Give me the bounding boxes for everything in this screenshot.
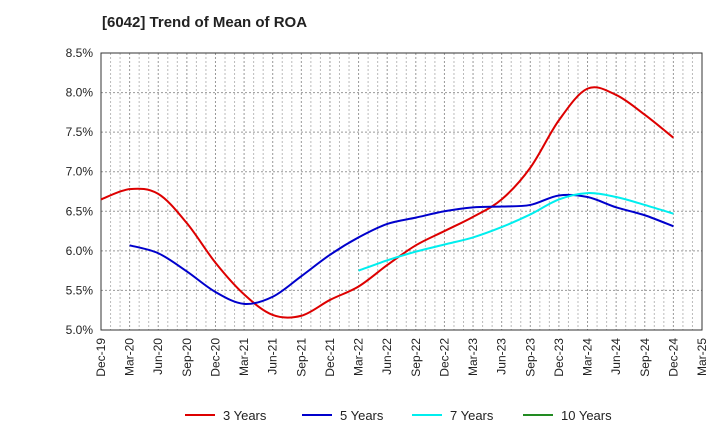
y-tick-label: 5.0% [66, 323, 94, 337]
x-tick-label: Jun-24 [609, 338, 623, 375]
x-tick-label: Dec-21 [323, 338, 337, 377]
chart-title: [6042] Trend of Mean of ROA [102, 14, 308, 31]
x-tick-label: Sep-24 [638, 338, 652, 377]
y-tick-label: 6.0% [66, 244, 94, 258]
x-tick-label: Jun-20 [151, 338, 165, 375]
x-tick-label: Dec-19 [94, 338, 108, 377]
legend-label: 7 Years [450, 408, 494, 423]
legend-label: 10 Years [561, 408, 612, 423]
x-tick-label: Mar-23 [466, 338, 480, 376]
plot-frame [100, 52, 703, 331]
series-line-5-years [129, 193, 674, 305]
y-tick-label: 7.5% [66, 125, 94, 139]
x-tick-label: Mar-20 [123, 338, 137, 376]
x-tick-label: Sep-23 [523, 338, 537, 377]
y-tick-label: 5.5% [66, 283, 94, 297]
x-tick-label: Dec-20 [208, 338, 222, 377]
grid-lines [101, 53, 702, 330]
x-tick-label: Dec-22 [437, 338, 451, 377]
x-tick-label: Sep-21 [294, 338, 308, 377]
x-tick-label: Mar-24 [581, 338, 595, 376]
x-tick-labels: Dec-19 Mar-20 Jun-20 Sep-20 Dec-20 Mar-21 Jun-… [94, 338, 709, 377]
y-tick-label: 7.0% [66, 165, 94, 179]
legend-label: 5 Years [340, 408, 384, 423]
x-tick-label: Mar-21 [237, 338, 251, 376]
series-line-3-years [100, 86, 675, 319]
series-lines [100, 86, 675, 319]
y-tick-label: 8.5% [66, 46, 94, 60]
x-tick-label: Sep-20 [180, 338, 194, 377]
y-tick-label: 6.5% [66, 204, 94, 218]
axes [100, 52, 703, 331]
x-tick-label: Jun-23 [495, 338, 509, 375]
legend: 3 Years 5 Years 7 Years 10 Years [185, 408, 612, 423]
x-tick-label: Mar-25 [695, 338, 709, 376]
x-tick-label: Dec-23 [552, 338, 566, 377]
series-line-7-years [358, 192, 674, 272]
legend-label: 3 Years [223, 408, 267, 423]
y-tick-label: 8.0% [66, 86, 94, 100]
y-tick-labels: 5.0% 5.5% 6.0% 6.5% 7.0% 7.5% 8.0% 8.5% [66, 46, 94, 337]
x-tick-label: Jun-21 [266, 338, 280, 375]
x-tick-label: Mar-22 [352, 338, 366, 376]
x-tick-label: Sep-22 [409, 338, 423, 377]
x-tick-label: Dec-24 [666, 338, 680, 377]
x-tick-label: Jun-22 [380, 338, 394, 375]
